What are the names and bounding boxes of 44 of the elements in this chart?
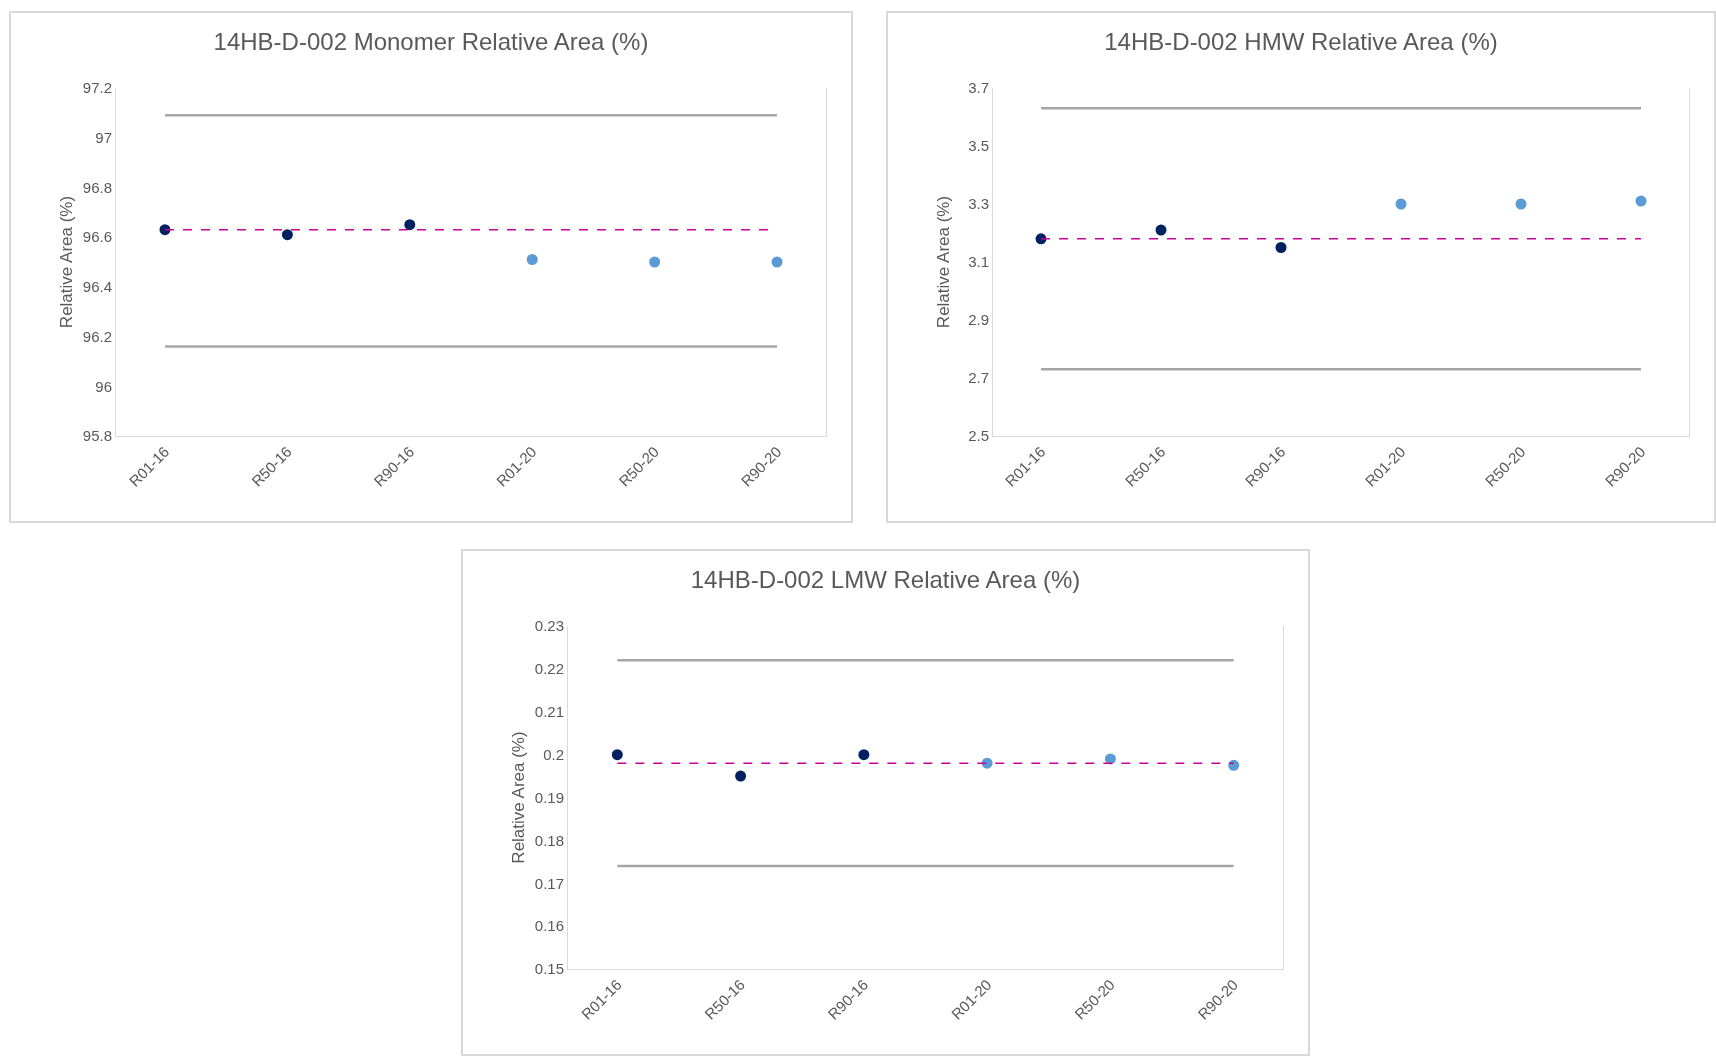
- point: [649, 256, 661, 268]
- point: [611, 749, 623, 761]
- point: [858, 749, 870, 761]
- y-tick-label: 96.6: [82, 228, 112, 246]
- point: [526, 254, 538, 266]
- y-tick-label: 96.8: [82, 178, 112, 196]
- point: [1515, 198, 1527, 210]
- y-tick-label: 97: [95, 128, 112, 146]
- y-tick-label: 0.2: [543, 745, 564, 763]
- point: [404, 219, 416, 231]
- chart-title: 14HB-D-002 LMW Relative Area (%): [690, 565, 1081, 593]
- y-axis-title: Relative Area (%): [934, 195, 953, 329]
- y-tick-label: 95.8: [82, 427, 112, 445]
- chart-title: 14HB-D-002 Monomer Relative Area (%): [213, 28, 649, 56]
- point: [1155, 224, 1167, 236]
- y-tick-label: 0.23: [534, 617, 564, 635]
- y-tick-label: 3.1: [968, 253, 989, 271]
- y-tick-label: 0.22: [534, 660, 564, 678]
- y-tick-label: 96: [95, 377, 112, 395]
- y-tick-label: 0.16: [534, 917, 564, 935]
- y-tick-label: 3.3: [968, 195, 989, 213]
- point: [771, 256, 783, 268]
- chart-title: 14HB-D-002 HMW Relative Area (%): [1104, 28, 1498, 56]
- y-tick-label: 2.7: [968, 369, 989, 387]
- y-tick-label: 3.5: [968, 137, 989, 155]
- y-tick-label: 0.18: [534, 831, 564, 849]
- y-axis-title: Relative Area (%): [57, 195, 76, 329]
- point: [735, 770, 747, 782]
- y-tick-label: 0.21: [534, 703, 564, 720]
- y-tick-label: 0.19: [534, 788, 564, 806]
- point: [1395, 198, 1407, 210]
- y-tick-label: 0.17: [534, 874, 564, 892]
- point: [159, 224, 171, 236]
- y-tick-label: 3.7: [968, 79, 989, 97]
- y-tick-label: 2.9: [968, 311, 989, 329]
- y-tick-label: 0.15: [534, 960, 564, 978]
- point: [1635, 195, 1647, 207]
- point: [281, 229, 293, 241]
- y-tick-label: 96.2: [82, 327, 112, 345]
- y-tick-label: 97.2: [82, 79, 112, 97]
- y-tick-label: 96.4: [82, 278, 112, 296]
- point: [1275, 242, 1287, 253]
- y-tick-label: 2.5: [968, 427, 989, 445]
- y-axis-title: Relative Area (%): [509, 731, 528, 864]
